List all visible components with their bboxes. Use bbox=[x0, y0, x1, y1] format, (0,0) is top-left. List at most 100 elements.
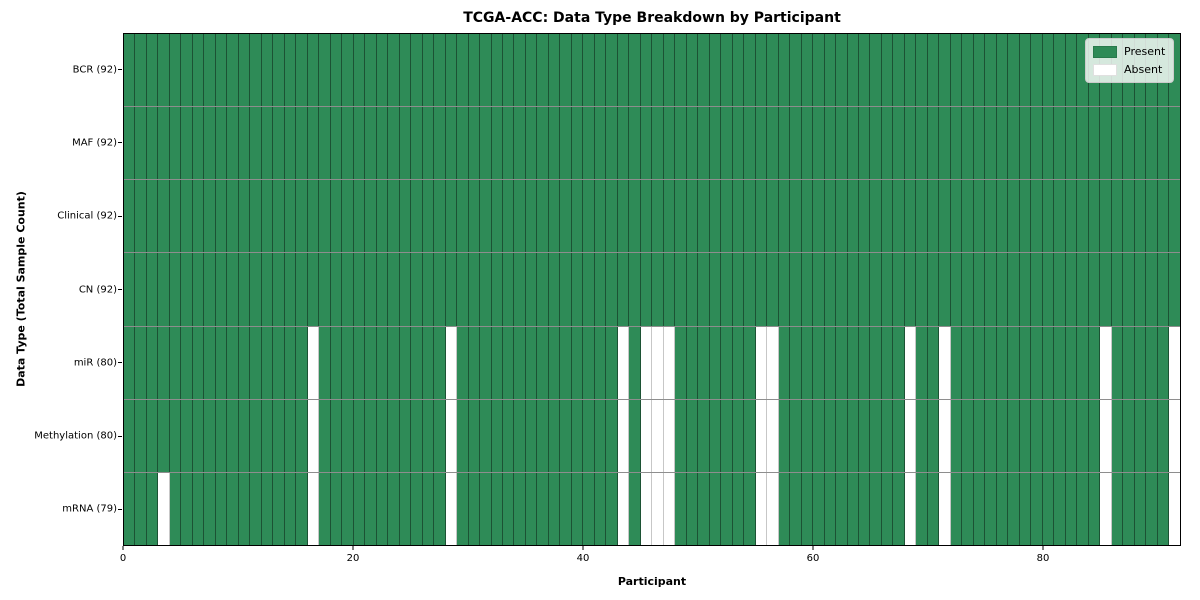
heatmap-cell bbox=[548, 180, 561, 253]
heatmap-cell bbox=[663, 107, 676, 180]
heatmap-cell bbox=[273, 326, 285, 399]
heatmap-cell bbox=[342, 34, 354, 107]
heatmap-cell bbox=[813, 326, 825, 399]
heatmap-cell bbox=[824, 326, 837, 399]
heatmap-cell bbox=[238, 180, 251, 253]
heatmap-cell bbox=[422, 399, 435, 472]
heatmap-cell bbox=[353, 472, 366, 545]
heatmap-cell bbox=[411, 34, 423, 107]
x-tick-mark bbox=[582, 546, 584, 550]
legend: Present Absent bbox=[1085, 38, 1174, 83]
heatmap-cell bbox=[227, 399, 239, 472]
heatmap-cell bbox=[1019, 253, 1032, 326]
heatmap-cell bbox=[192, 472, 205, 545]
heatmap-cell bbox=[296, 472, 308, 545]
heatmap-cell bbox=[480, 326, 492, 399]
heatmap-cell bbox=[307, 472, 320, 545]
heatmap-cell bbox=[411, 399, 423, 472]
heatmap-cell bbox=[927, 34, 940, 107]
heatmap-cell bbox=[881, 107, 894, 180]
heatmap-cell bbox=[1019, 399, 1032, 472]
heatmap-cell bbox=[261, 253, 274, 326]
heatmap-row-BCR bbox=[124, 34, 1180, 107]
heatmap-cell bbox=[434, 180, 446, 253]
heatmap-cell bbox=[181, 253, 193, 326]
heatmap-cell bbox=[1077, 107, 1089, 180]
heatmap-cell bbox=[927, 472, 940, 545]
heatmap-cell bbox=[1123, 180, 1135, 253]
heatmap-cell bbox=[238, 399, 251, 472]
heatmap-cell bbox=[376, 326, 389, 399]
heatmap-cell bbox=[491, 472, 503, 545]
heatmap-cell bbox=[284, 107, 297, 180]
heatmap-cell bbox=[434, 472, 446, 545]
heatmap-cell bbox=[296, 399, 308, 472]
heatmap-cell bbox=[525, 326, 538, 399]
heatmap-cell bbox=[1146, 472, 1158, 545]
x-tick-label: 0 bbox=[119, 553, 127, 564]
heatmap-cell bbox=[411, 107, 423, 180]
heatmap-cell bbox=[525, 472, 538, 545]
heatmap-cell bbox=[169, 34, 182, 107]
heatmap-cell bbox=[686, 399, 699, 472]
heatmap-cell bbox=[525, 107, 538, 180]
y-tick-mark bbox=[118, 508, 122, 510]
heatmap-cell bbox=[135, 253, 147, 326]
heatmap-row-miR bbox=[124, 325, 1180, 399]
heatmap-cell bbox=[480, 399, 492, 472]
heatmap-cell bbox=[824, 253, 837, 326]
heatmap-cell bbox=[732, 180, 745, 253]
heatmap-cell bbox=[721, 107, 733, 180]
heatmap-cell bbox=[365, 34, 377, 107]
heatmap-cell bbox=[1065, 399, 1078, 472]
heatmap-cell bbox=[560, 253, 572, 326]
heatmap-cell bbox=[629, 34, 641, 107]
y-tick-label: Clinical (92) bbox=[57, 210, 117, 222]
heatmap-cell bbox=[388, 399, 400, 472]
heatmap-cell bbox=[985, 326, 997, 399]
heatmap-cell bbox=[537, 326, 549, 399]
heatmap-cell bbox=[1111, 180, 1124, 253]
heatmap-cell bbox=[790, 180, 802, 253]
heatmap-cell bbox=[124, 399, 136, 472]
heatmap-cell bbox=[319, 34, 331, 107]
heatmap-cell bbox=[1008, 107, 1020, 180]
heatmap-cell bbox=[1019, 326, 1032, 399]
heatmap-cell bbox=[1065, 34, 1078, 107]
heatmap-cell bbox=[675, 107, 687, 180]
heatmap-cell bbox=[1134, 326, 1147, 399]
heatmap-cell bbox=[388, 326, 400, 399]
heatmap-cell bbox=[606, 253, 618, 326]
x-axis-ticks: 0 20 40 60 80 bbox=[119, 546, 1181, 570]
heatmap-cell bbox=[996, 34, 1009, 107]
heatmap-cell bbox=[950, 180, 963, 253]
heatmap-cell bbox=[686, 472, 699, 545]
heatmap-cell bbox=[1169, 253, 1180, 326]
heatmap-cell bbox=[870, 253, 882, 326]
heatmap-cell bbox=[399, 472, 412, 545]
heatmap-cell bbox=[146, 253, 159, 326]
heatmap-cell bbox=[284, 472, 297, 545]
heatmap-cell bbox=[376, 472, 389, 545]
heatmap-cell bbox=[1111, 326, 1124, 399]
heatmap-cell bbox=[1157, 399, 1170, 472]
heatmap-cell bbox=[365, 253, 377, 326]
heatmap-cell bbox=[514, 472, 526, 545]
heatmap-cell bbox=[491, 253, 503, 326]
heatmap-cell bbox=[124, 107, 136, 180]
heatmap-cell bbox=[1146, 326, 1158, 399]
heatmap-cell bbox=[307, 399, 320, 472]
heatmap-cell bbox=[571, 34, 584, 107]
heatmap-cell bbox=[640, 107, 653, 180]
heatmap-cell bbox=[330, 34, 343, 107]
heatmap-cell bbox=[491, 34, 503, 107]
heatmap-cell bbox=[836, 180, 848, 253]
heatmap-cell bbox=[790, 399, 802, 472]
heatmap-cell bbox=[319, 107, 331, 180]
heatmap-cell bbox=[606, 180, 618, 253]
x-tick-label: 40 bbox=[576, 553, 590, 564]
heatmap-cell bbox=[939, 180, 951, 253]
heatmap-cell bbox=[893, 180, 905, 253]
heatmap-cell bbox=[135, 180, 147, 253]
heatmap-cell bbox=[698, 107, 710, 180]
